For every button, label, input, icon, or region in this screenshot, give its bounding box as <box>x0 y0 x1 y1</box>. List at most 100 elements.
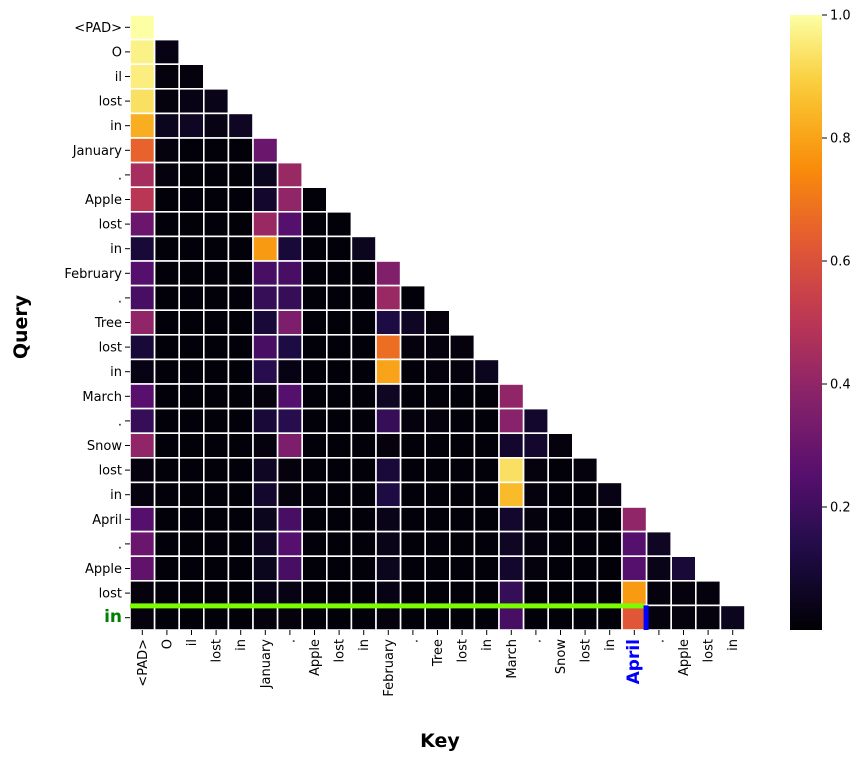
heatmap-cell <box>129 481 156 508</box>
heatmap-cell <box>227 112 254 139</box>
heatmap-cell <box>203 530 230 557</box>
heatmap-cell <box>252 284 279 312</box>
heatmap-cell <box>301 579 328 607</box>
heatmap-cell <box>178 604 205 631</box>
heatmap-cell <box>129 309 156 336</box>
heatmap-cell <box>325 530 353 557</box>
heatmap-cell <box>252 186 279 213</box>
heatmap-cell <box>178 506 205 533</box>
heatmap-cell <box>645 530 672 557</box>
heatmap-cell <box>498 530 525 557</box>
heatmap-cell <box>178 407 205 435</box>
heatmap-cell <box>325 333 353 361</box>
heatmap-cell <box>350 407 377 435</box>
heatmap-cell <box>227 260 254 287</box>
heatmap-cell <box>350 284 377 312</box>
heatmap-cell <box>522 579 549 607</box>
heatmap-cell <box>621 555 648 582</box>
heatmap-cell <box>203 579 230 607</box>
heatmap-cell <box>227 309 254 336</box>
heatmap-cell <box>448 407 476 435</box>
heatmap-cell <box>153 530 181 557</box>
heatmap-cell <box>276 211 304 238</box>
heatmap-cell <box>252 579 279 607</box>
heatmap-cell <box>424 481 451 508</box>
heatmap-cell <box>375 432 402 459</box>
heatmap-cell <box>473 456 500 484</box>
heatmap-cell <box>301 260 328 287</box>
x-tick-label: <PAD> <box>136 639 151 687</box>
heatmap-cell <box>350 309 377 336</box>
x-tick-label: lost <box>210 639 225 662</box>
y-tick-label: lost <box>99 95 122 110</box>
heatmap-cell <box>424 383 451 410</box>
colorbar: 0.2 0.4 0.6 0.8 1.0 <box>790 9 851 630</box>
heatmap-cell <box>178 137 205 164</box>
heatmap-cell <box>276 235 304 262</box>
heatmap-cell <box>424 555 451 582</box>
x-tick-label: . <box>652 639 667 643</box>
heatmap-cell <box>178 284 205 312</box>
heatmap-cell <box>178 358 205 385</box>
heatmap-cell <box>276 432 304 459</box>
y-tick-labels: <PAD> Oil lost in January. Apple lost in Februar… <box>64 21 130 627</box>
heatmap-cell <box>522 530 549 557</box>
heatmap-cell <box>203 309 230 336</box>
heatmap-cell <box>621 506 648 533</box>
heatmap-cell <box>203 260 230 287</box>
heatmap-cell <box>129 333 156 361</box>
heatmap-cell <box>325 579 353 607</box>
heatmap-cell <box>301 530 328 557</box>
heatmap-cell <box>571 530 599 557</box>
heatmap-cell <box>252 481 279 508</box>
colorbar-scale <box>790 15 822 630</box>
heatmap-cell <box>448 506 476 533</box>
heatmap-cell <box>350 555 377 582</box>
heatmap-cell <box>498 481 525 508</box>
heatmap-cell <box>645 604 672 631</box>
heatmap-cell <box>276 407 304 435</box>
heatmap-cell <box>129 407 156 435</box>
heatmap-cell <box>203 383 230 410</box>
heatmap-cell <box>547 506 574 533</box>
heatmap-cell <box>399 309 427 336</box>
heatmap-cell <box>153 506 181 533</box>
heatmap-cell <box>596 506 623 533</box>
heatmap-cell <box>522 604 549 631</box>
heatmap-cell <box>424 604 451 631</box>
heatmap-cell <box>596 530 623 557</box>
heatmap-cell <box>399 579 427 607</box>
heatmap-cell <box>547 456 574 484</box>
heatmap-cell <box>178 579 205 607</box>
heatmap-cell <box>252 530 279 557</box>
heatmap-cell <box>227 161 254 189</box>
heatmap-cell <box>153 38 181 65</box>
heatmap-cell <box>350 579 377 607</box>
y-tick-label: lost <box>99 218 122 233</box>
heatmap-cell <box>399 530 427 557</box>
heatmap-cell <box>178 333 205 361</box>
heatmap-cell <box>227 555 254 582</box>
heatmap-cell <box>571 555 599 582</box>
heatmap-cell <box>399 604 427 631</box>
heatmap-cell <box>375 579 402 607</box>
heatmap-cell <box>178 112 205 139</box>
heatmap-cell <box>227 604 254 631</box>
heatmap-cell <box>350 432 377 459</box>
x-tick-label: O <box>160 639 175 649</box>
y-tick-label: <PAD> <box>74 21 122 36</box>
y-tick-label: February <box>64 267 122 282</box>
heatmap-cell <box>178 555 205 582</box>
x-tick-label: . <box>283 639 298 643</box>
colorbar-tick-label: 0.2 <box>830 501 851 516</box>
query-highlight-bar <box>130 603 645 609</box>
heatmap-cell <box>252 432 279 459</box>
y-tick-label: in <box>104 607 122 627</box>
heatmap-cell <box>375 284 402 312</box>
heatmap-cell <box>473 604 500 631</box>
y-tick-label: . <box>118 414 122 429</box>
heatmap-cell <box>694 604 722 631</box>
heatmap-cell <box>252 383 279 410</box>
heatmap-cell <box>227 530 254 557</box>
heatmap-cell <box>227 407 254 435</box>
